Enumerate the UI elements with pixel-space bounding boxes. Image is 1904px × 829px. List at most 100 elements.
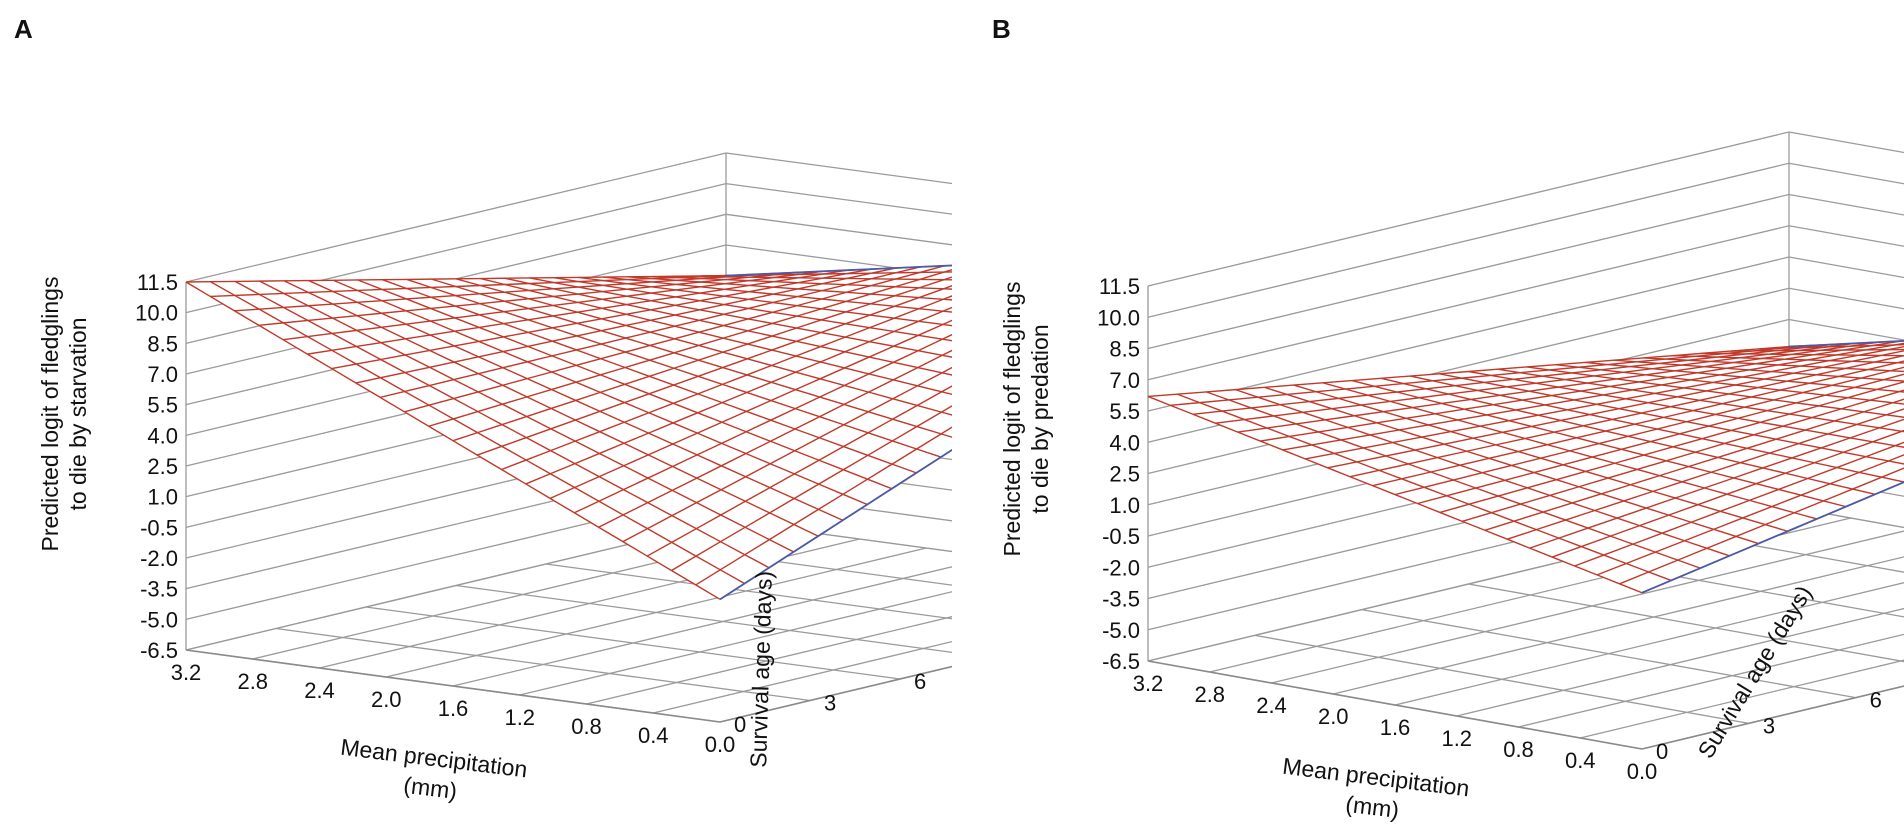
floor-gridline [653, 640, 952, 714]
surface-mesh-line [1614, 359, 1904, 382]
z-tick-label: 4.0 [1109, 430, 1140, 455]
surface-mesh-line [529, 277, 952, 358]
surface-mesh-line [1619, 467, 1904, 585]
surface-edge [1641, 481, 1904, 594]
surface-mesh-line [259, 280, 794, 553]
surface-chart-a: 11.5 10.0 8.5 7.0 5.5 4.0 2.5 1.0 -0.5 -2.0 -3.5 -5… [37, 152, 952, 812]
floor-gridline [1682, 532, 1904, 573]
surface-mesh-line [1439, 373, 1904, 465]
surface-mesh-line [1322, 382, 1818, 520]
surface-mesh-line [554, 276, 952, 342]
z-axis-title-line: to die by predation [1027, 324, 1053, 513]
z-tick-label: 5.5 [1109, 399, 1140, 424]
wall-gridline [185, 152, 952, 283]
surface-mesh-line [627, 276, 952, 301]
y-tick-label: 0 [734, 712, 746, 737]
surface-mesh-line [406, 278, 942, 458]
surface-mesh-line [234, 280, 770, 569]
z-tick-label: 7.0 [147, 362, 178, 387]
chart-panel-a: A 11.5 10.0 8.5 7.0 5.5 4.0 2.5 1.0 -0.5 -2.0 -3.5… [14, 14, 952, 812]
z-axis-title-line: Predicted logit of fledglings [37, 277, 63, 552]
z-axis-title: Predicted logit of fledglingsto die by s… [37, 277, 91, 552]
surface-mesh-line [185, 281, 721, 600]
x-axis-line [185, 649, 721, 723]
panel-label: B [992, 14, 1011, 44]
x-tick-label: 1.6 [1380, 715, 1411, 740]
surface-mesh-line [1410, 375, 1904, 483]
surface-mesh-line [210, 281, 745, 585]
floor-gridline [545, 563, 952, 620]
chart-panel-b: B 11.5 10.0 8.5 7.0 5.5 4.0 2.5 1.0 -0.5 -2.0 -3.5… [952, 0, 1904, 829]
z-tick-label: 2.5 [1109, 462, 1140, 487]
z-tick-label: -6.5 [140, 638, 178, 663]
surface-mesh-line [382, 279, 917, 474]
x-tick-label: 3.2 [1133, 671, 1164, 696]
z-tick-label: -5.0 [1102, 618, 1140, 643]
z-axis-title-line: to die by starvation [65, 317, 91, 510]
x-axis-title-line: (mm) [402, 772, 458, 804]
surface-mesh-line [504, 277, 952, 376]
surface-mesh-line [701, 271, 952, 277]
floor-gridline [455, 584, 952, 654]
surface-mesh-line [1351, 379, 1847, 508]
x-tick-label: 3.2 [171, 660, 202, 685]
y-axis-line [719, 665, 952, 723]
surface-mesh-line [308, 279, 844, 521]
z-tick-label: 4.0 [147, 423, 178, 448]
x-tick-label: 2.8 [1194, 682, 1225, 707]
x-tick-label: 0.4 [1565, 748, 1596, 773]
surface-mesh-line [1206, 391, 1701, 569]
z-tick-label: 10.0 [135, 301, 178, 326]
floor-gridline [1468, 583, 1904, 663]
y-axis-title: Survival age (days) [745, 570, 777, 768]
surface-mesh-line [1176, 393, 1672, 582]
z-tick-label: -0.5 [1102, 524, 1140, 549]
surface-mesh-line [1468, 370, 1904, 448]
z-tick-label: 5.5 [147, 393, 178, 418]
z-tick-label: -0.5 [140, 515, 178, 540]
surface-mesh-line [1147, 395, 1643, 594]
surface-edge [719, 448, 952, 601]
y-axis-line [1641, 685, 1904, 750]
surface-chart-b: 11.5 10.0 8.5 7.0 5.5 4.0 2.5 1.0 -0.5 -2.0 -3.5 -5… [999, 131, 1904, 823]
z-tick-label: 11.5 [1099, 274, 1140, 299]
x-axis-line [1147, 660, 1643, 750]
surface-mesh-line [578, 276, 952, 327]
surface-edge [725, 264, 952, 277]
x-tick-label: 0.0 [1627, 759, 1658, 784]
surface-mesh-line [1596, 454, 1904, 576]
z-tick-label: 7.0 [1109, 368, 1140, 393]
z-tick-label: -6.5 [1102, 649, 1140, 674]
surface-mesh-line [357, 279, 893, 490]
panel-label: A [14, 14, 33, 44]
surface-mesh-line [603, 276, 952, 313]
y-tick-label: 3 [824, 691, 836, 716]
x-tick-label: 2.4 [1256, 693, 1287, 718]
y-tick-label: 6 [914, 669, 926, 694]
surface-mesh-line [283, 280, 819, 537]
surface-mesh-line [1555, 364, 1904, 405]
x-tick-label: 2.8 [237, 669, 268, 694]
surface-mesh-line [1235, 388, 1730, 557]
surface-edge [1788, 339, 1904, 348]
x-tick-label: 2.0 [1318, 704, 1349, 729]
z-tick-label: -3.5 [140, 577, 178, 602]
surface-mesh-line [1497, 368, 1904, 433]
z-tick-label: -2.0 [1102, 555, 1140, 580]
surface-mesh-line [1730, 348, 1904, 352]
surface-mesh-line [652, 275, 952, 290]
surface-mesh-line [333, 279, 868, 506]
floor-gridline [1361, 609, 1856, 699]
wall-gridline [1147, 162, 1904, 318]
z-axis-title: Predicted logit of fledglingsto die by p… [999, 282, 1053, 557]
y-tick-label: 3 [1763, 713, 1775, 738]
plot-area [185, 152, 952, 723]
x-tick-label: 1.6 [438, 696, 469, 721]
x-tick-label: 2.0 [371, 687, 402, 712]
x-tick-label: 0.8 [571, 714, 602, 739]
z-tick-label: 8.5 [1109, 337, 1140, 362]
x-tick-label: 0.8 [1503, 737, 1534, 762]
x-axis-title: Mean precipitation(mm) [335, 734, 528, 812]
surface-mesh-line [1672, 354, 1904, 364]
surface-mesh-line [480, 277, 952, 396]
